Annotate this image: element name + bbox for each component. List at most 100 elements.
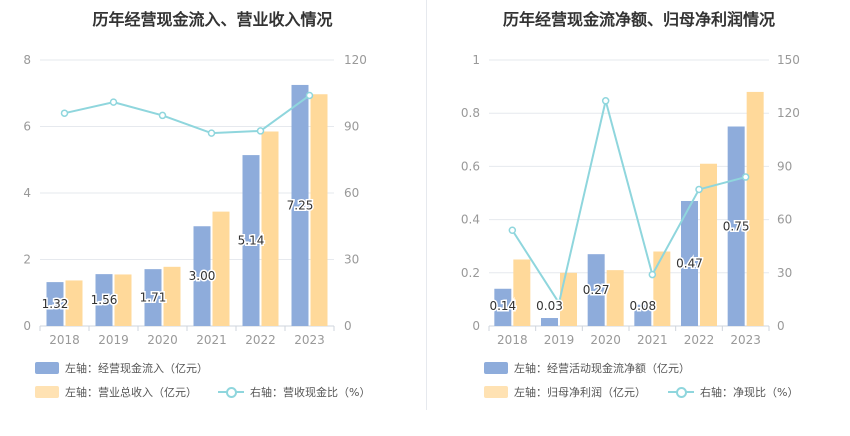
bar-series1 — [541, 318, 558, 326]
legend-item-bar2[interactable]: 左轴：归母净利润（亿元） — [484, 384, 646, 400]
chart-panel-net-cash: 历年经营现金流净额、归母净利润情况 0 0.2 0.4 0.6 0.8 1 0 30 60 90 1… — [428, 0, 850, 436]
legend-label: 左轴：经营活动现金流净额（亿元） — [514, 362, 690, 375]
panel-divider — [426, 0, 427, 410]
bar-series1 — [634, 304, 652, 326]
y-right-tick-label: 120 — [777, 106, 800, 120]
bar-data-label: 1.71 — [140, 291, 167, 305]
y-right-tick-label: 90 — [344, 120, 359, 134]
y-left-tick-label: 6 — [23, 120, 31, 134]
legend-swatch-bar1 — [35, 362, 59, 374]
bar-data-label: 0.14 — [489, 299, 516, 313]
line-series — [511, 100, 746, 306]
bar-series1 — [681, 200, 698, 326]
bar-series1 — [46, 282, 64, 326]
x-tick-label: 2019 — [544, 333, 575, 347]
y-left-tick-label: 0.8 — [461, 106, 480, 120]
y-right-tick-label: 0 — [344, 319, 352, 333]
chart-panel-cash-inflow: 历年经营现金流入、营业收入情况 0 2 4 6 8 0 30 60 90 120 2018 2019 2… — [23, 10, 370, 400]
bar-series2 — [746, 91, 764, 326]
line-point — [256, 127, 265, 135]
y-right-tick-label: 60 — [777, 213, 792, 227]
line-point — [695, 185, 703, 194]
x-tick-label: 2023 — [294, 333, 325, 347]
line-point — [305, 91, 314, 100]
x-tick-label: 2020 — [147, 333, 178, 347]
legend-swatch-bar2 — [35, 386, 59, 398]
line-point — [109, 98, 118, 106]
y-left-tick-label: 0 — [23, 319, 31, 333]
y-right-tick-label: 30 — [777, 266, 792, 280]
bar-series2 — [114, 274, 132, 326]
bar-series2 — [513, 259, 531, 326]
line-point — [741, 173, 750, 181]
x-tick-label: 2022 — [684, 333, 715, 347]
bar-series2 — [560, 272, 577, 326]
bar-series1 — [193, 226, 211, 326]
y-right-tick-label: 30 — [344, 253, 359, 267]
y-left-tick-label: 2 — [23, 253, 31, 267]
line-point — [648, 270, 657, 279]
legend-line-marker-icon — [218, 386, 244, 398]
bar-series2 — [653, 251, 671, 326]
line-point — [207, 129, 216, 137]
legend-label: 右轴：营收现金比（%） — [250, 386, 371, 399]
bar-data-label: 0.75 — [723, 219, 750, 233]
line-point — [555, 299, 563, 307]
bar-data-label: 5.14 — [238, 234, 265, 248]
line-series — [64, 94, 311, 135]
bar-series2 — [65, 280, 83, 326]
legend-label: 左轴：经营现金流入（亿元） — [65, 362, 208, 375]
line-point — [60, 109, 69, 117]
line-point — [158, 111, 167, 120]
legend-label: 右轴：净现比（%） — [700, 386, 799, 399]
y-left-tick-label: 0.6 — [461, 159, 480, 173]
chart-title: 历年经营现金流净额、归母净利润情况 — [502, 10, 775, 29]
x-tick-label: 2018 — [497, 333, 528, 347]
y-right-tick-label: 60 — [344, 186, 359, 200]
legend-item-line[interactable]: 右轴：营收现金比（%） — [218, 384, 370, 400]
x-tick-label: 2020 — [590, 333, 621, 347]
bar-data-label: 0.27 — [583, 283, 610, 297]
x-tick-label: 2022 — [245, 333, 276, 347]
bar-series2 — [606, 270, 624, 326]
legend-item-bar1[interactable]: 左轴：经营现金流入（亿元） — [35, 360, 208, 376]
y-left-tick-label: 0.2 — [461, 266, 480, 280]
bar-series1 — [144, 269, 162, 326]
x-tick-label: 2023 — [730, 333, 761, 347]
y-left-tick-label: 8 — [23, 53, 31, 67]
y-left-tick-label: 1 — [472, 53, 480, 67]
y-left-tick-label: 0.4 — [461, 213, 480, 227]
bar-series2 — [212, 211, 230, 326]
bar-series1 — [242, 155, 260, 326]
bar-series1 — [494, 288, 512, 326]
bar-series1 — [291, 84, 309, 326]
legend-item-bar1[interactable]: 左轴：经营活动现金流净额（亿元） — [484, 360, 690, 376]
bar-data-label: 0.03 — [536, 299, 563, 313]
legend-label: 左轴：营业总收入（亿元） — [65, 386, 197, 399]
legend-swatch-bar1 — [484, 362, 508, 374]
x-tick-label: 2021 — [637, 333, 668, 347]
x-tick-label: 2018 — [49, 333, 80, 347]
y-left-tick-label: 4 — [23, 186, 31, 200]
chart-plot-area: 0 0.2 0.4 0.6 0.8 1 0 30 60 90 120 150 2018 2019 2020 2… — [461, 53, 800, 347]
bar-data-label: 0.47 — [676, 256, 703, 270]
bar-series1 — [587, 254, 605, 326]
line-point — [508, 226, 517, 234]
bar-data-label: 7.25 — [287, 198, 314, 212]
bar-series2 — [700, 163, 717, 326]
bar-series2 — [261, 131, 279, 326]
bar-series2 — [310, 94, 328, 326]
bar-data-label: 3.00 — [189, 269, 216, 283]
legend-label: 左轴：归母净利润（亿元） — [514, 386, 646, 399]
y-right-tick-label: 90 — [777, 159, 792, 173]
legend-swatch-bar2 — [484, 386, 508, 398]
bar-series1 — [727, 126, 745, 326]
y-left-tick-label: 0 — [472, 319, 480, 333]
y-right-tick-label: 150 — [777, 53, 800, 67]
chart-plot-area: 0 2 4 6 8 0 30 60 90 120 2018 2019 2020 2021 2022 2023 1… — [23, 53, 367, 347]
x-tick-label: 2019 — [98, 333, 129, 347]
legend-item-line[interactable]: 右轴：净现比（%） — [668, 384, 798, 400]
x-tick-label: 2021 — [196, 333, 227, 347]
legend-line-marker-icon — [668, 386, 694, 398]
legend-item-bar2[interactable]: 左轴：营业总收入（亿元） — [35, 384, 197, 400]
